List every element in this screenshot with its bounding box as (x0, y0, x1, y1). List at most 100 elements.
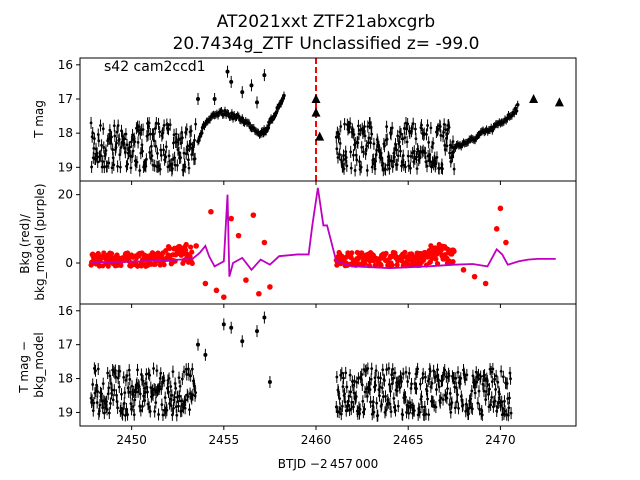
data-point (170, 393, 174, 397)
data-point (401, 154, 405, 157)
data-point (111, 156, 115, 160)
data-point (355, 158, 359, 162)
data-point (98, 403, 102, 407)
data-point (383, 379, 386, 382)
data-point (422, 132, 426, 135)
data-point (493, 377, 496, 381)
outlier-point (262, 315, 267, 320)
data-point (418, 382, 422, 386)
data-point (381, 161, 385, 165)
data-point (110, 166, 114, 170)
data-point (374, 384, 377, 387)
data-point (124, 132, 128, 136)
data-point (168, 123, 172, 127)
data-point (406, 380, 410, 383)
data-point (465, 373, 469, 377)
data-point (107, 411, 111, 415)
data-point (105, 164, 109, 168)
data-point (344, 371, 348, 375)
data-point (159, 154, 163, 157)
top-ytick-label: 19 (58, 160, 73, 174)
bkg-model-line (91, 187, 556, 277)
data-point (425, 389, 429, 393)
data-point (476, 401, 480, 405)
data-point (174, 405, 178, 409)
data-point (158, 385, 162, 388)
data-point (111, 148, 115, 151)
data-point (489, 370, 493, 374)
data-point (138, 392, 142, 396)
data-point (423, 405, 427, 409)
data-point (398, 386, 402, 389)
data-point (108, 374, 112, 378)
data-point (183, 165, 187, 169)
data-point (368, 381, 371, 385)
data-point (407, 164, 411, 168)
data-point (365, 144, 369, 148)
data-point (337, 390, 340, 394)
data-point (470, 407, 474, 411)
data-point (108, 128, 112, 132)
ylabel-middle-line1: Bkg (red)/ (18, 213, 32, 274)
data-point (478, 407, 481, 411)
data-point (425, 164, 429, 168)
data-point (157, 413, 160, 416)
bottom-ytick-label: 18 (58, 372, 73, 386)
title-line2: 20.7434g_ZTF Unclassified z= -99.0 (173, 34, 480, 54)
data-point (180, 136, 184, 140)
data-point (135, 381, 139, 385)
data-point (473, 391, 477, 395)
data-point (345, 164, 349, 168)
bkg-point (155, 250, 161, 256)
data-point (410, 382, 413, 386)
data-point (357, 124, 360, 128)
data-point (483, 379, 487, 382)
data-point (371, 400, 375, 404)
data-point (171, 370, 175, 374)
upper-limit-triangle (311, 107, 321, 117)
outlier-point (203, 352, 208, 357)
data-point (420, 395, 423, 398)
top-ytick-label: 18 (58, 126, 73, 140)
data-point (456, 393, 459, 397)
data-point (185, 373, 189, 376)
data-point (402, 127, 406, 130)
data-point (153, 164, 157, 168)
data-point (423, 151, 427, 155)
bkg-point (378, 262, 384, 269)
data-point (130, 384, 134, 388)
data-point (141, 379, 145, 383)
data-point (363, 390, 367, 394)
data-point (146, 390, 149, 394)
bkg-point (402, 249, 408, 255)
bkg-point (451, 248, 457, 254)
data-point (452, 167, 456, 171)
upper-limit-triangle (554, 97, 564, 107)
data-point (360, 373, 364, 376)
bkg-point (482, 280, 489, 287)
outlier-point (229, 79, 234, 84)
bkg-point (105, 263, 111, 269)
middle-ytick-label: 20 (58, 188, 73, 202)
data-point (506, 413, 510, 417)
bkg-point (188, 244, 194, 250)
outlier-point (229, 325, 234, 330)
data-point (416, 367, 420, 371)
data-point (169, 385, 173, 388)
data-point (133, 398, 137, 402)
data-point (389, 390, 392, 393)
data-point (412, 149, 416, 153)
ylabel-bottom: T mag − bkg_model (17, 332, 46, 398)
data-point (161, 413, 165, 417)
data-point (345, 385, 349, 389)
data-point (356, 141, 360, 145)
data-point (370, 367, 374, 371)
data-point (381, 368, 385, 372)
bkg-point (493, 226, 500, 232)
bkg-point (389, 262, 395, 268)
data-point (115, 141, 118, 145)
data-point (442, 122, 446, 126)
bkg-point (503, 239, 509, 246)
data-point (105, 407, 109, 411)
data-point (366, 367, 370, 370)
